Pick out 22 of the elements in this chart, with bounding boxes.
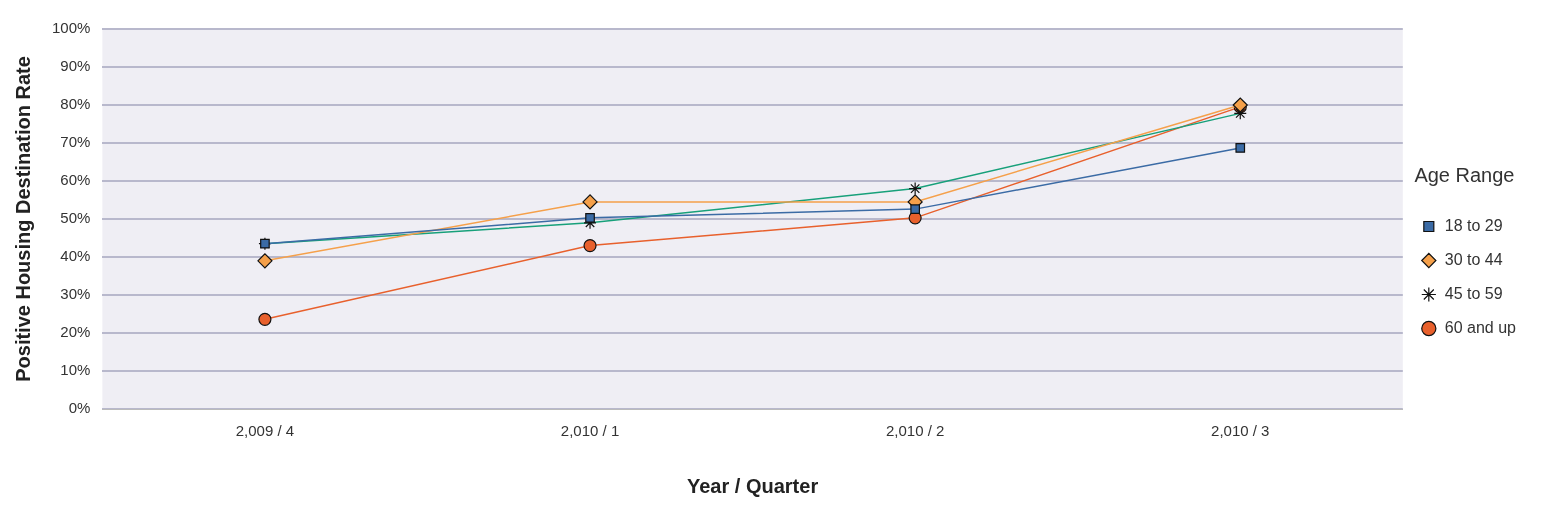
x-tick-label: 2,010 / 1 bbox=[560, 422, 620, 440]
y-tick-label: 30% bbox=[60, 285, 91, 303]
legend-label: 30 to 44 bbox=[1444, 250, 1503, 268]
legend-label: 45 to 59 bbox=[1444, 284, 1503, 302]
x-tick-label: 2,010 / 3 bbox=[1211, 422, 1270, 440]
y-tick-label: 50% bbox=[60, 209, 91, 227]
x-tick-label: 2,010 / 2 bbox=[885, 422, 945, 440]
y-tick-label: 10% bbox=[60, 361, 91, 379]
legend-title: Age Range bbox=[1414, 164, 1515, 187]
x-tick-label: 2,009 / 4 bbox=[235, 422, 295, 440]
y-tick-label: 60% bbox=[60, 171, 91, 189]
y-tick-label: 100% bbox=[51, 19, 91, 37]
y-tick-label: 40% bbox=[60, 247, 91, 265]
legend-label: 18 to 29 bbox=[1444, 216, 1503, 234]
legend-label: 60 and up bbox=[1444, 318, 1517, 336]
y-tick-label: 20% bbox=[60, 323, 91, 341]
y-axis-title: Positive Housing Destination Rate bbox=[11, 56, 34, 382]
y-tick-label: 0% bbox=[68, 399, 91, 417]
y-tick-label: 70% bbox=[60, 133, 91, 151]
y-tick-label: 90% bbox=[60, 57, 91, 75]
y-tick-label: 80% bbox=[60, 95, 91, 113]
x-axis-title: Year / Quarter bbox=[687, 474, 819, 497]
